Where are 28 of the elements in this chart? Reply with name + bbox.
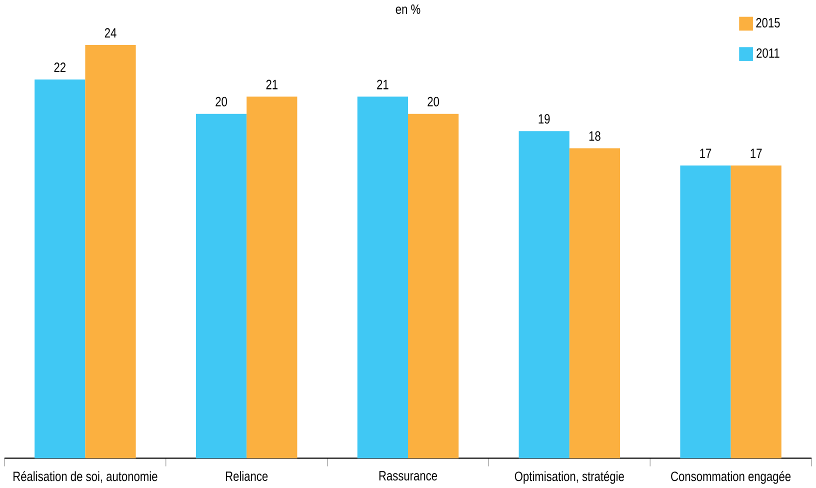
x-tick-label: Consommation engagée [671, 470, 791, 484]
data-label: 19 [538, 114, 550, 124]
legend-label: 2011 [756, 48, 780, 58]
data-label: 17 [750, 148, 762, 158]
bar [569, 148, 620, 458]
x-tick-label: Optimisation, stratégie [514, 470, 624, 484]
data-label: 21 [266, 80, 278, 90]
data-label: 24 [104, 28, 116, 38]
bar [357, 96, 408, 458]
x-tick-label: Réalisation de soi, autonomie [14, 470, 158, 483]
bar [196, 114, 247, 458]
data-label: 18 [589, 131, 600, 141]
data-label: 17 [700, 148, 712, 158]
bar [518, 130, 570, 458]
bar [408, 114, 459, 458]
x-tick-label: Reliance [226, 470, 268, 481]
data-label: 20 [216, 96, 228, 106]
chart-title: en % [396, 4, 420, 14]
bar [730, 165, 782, 458]
bar [680, 165, 731, 458]
legend-label: 2015 [756, 18, 780, 28]
bar [246, 96, 298, 458]
data-label: 20 [428, 96, 440, 106]
bar [34, 79, 86, 458]
x-tick-label: Rassurance [379, 470, 438, 480]
data-label: 22 [54, 62, 66, 72]
data-label: 21 [377, 80, 388, 90]
bar [85, 44, 136, 458]
